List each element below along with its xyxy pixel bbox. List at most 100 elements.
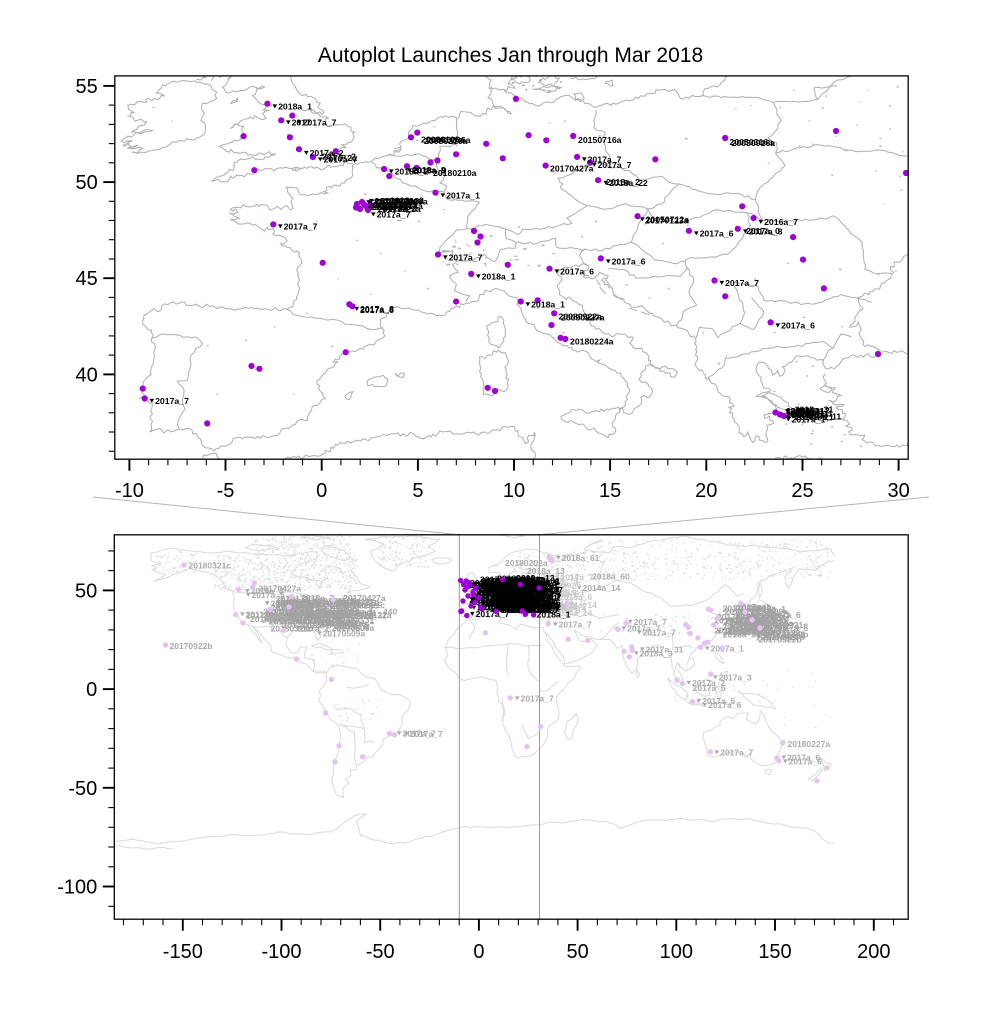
svg-text:20170427a: 20170427a — [756, 633, 799, 643]
svg-text:2017a_7: 2017a_7 — [512, 604, 546, 614]
svg-text:20170509a: 20170509a — [741, 611, 784, 621]
svg-text:2017a_31: 2017a_31 — [495, 587, 534, 597]
svg-text:2018a_1: 2018a_1 — [513, 585, 547, 595]
svg-text:20170509a: 20170509a — [494, 577, 538, 587]
svg-text:20170509a: 20170509a — [318, 618, 361, 628]
svg-text:2017a_5: 2017a_5 — [252, 590, 285, 600]
svg-text:2017a_6: 2017a_6 — [506, 591, 540, 601]
svg-text:2017a_6: 2017a_6 — [494, 591, 528, 601]
svg-text:20180321c: 20180321c — [307, 611, 350, 621]
svg-text:20180321c: 20180321c — [342, 600, 385, 610]
svg-text:2017a_7: 2017a_7 — [449, 253, 483, 263]
svg-text:15: 15 — [599, 480, 621, 502]
svg-text:2017a_6: 2017a_6 — [612, 257, 646, 267]
svg-text:20171122a: 20171122a — [477, 585, 520, 595]
svg-text:20171122a: 20171122a — [280, 615, 322, 625]
svg-text:2017a_31: 2017a_31 — [336, 598, 374, 608]
svg-text:2018a_3: 2018a_3 — [523, 577, 557, 587]
svg-text:2017a_7: 2017a_7 — [504, 594, 538, 604]
svg-text:100: 100 — [660, 941, 693, 963]
svg-text:2017a_6: 2017a_6 — [504, 588, 538, 598]
svg-text:2017a_7: 2017a_7 — [510, 579, 544, 589]
svg-text:20180321c: 20180321c — [488, 576, 532, 586]
svg-text:2017a_6: 2017a_6 — [520, 597, 554, 607]
svg-text:2017a_31: 2017a_31 — [749, 623, 787, 633]
svg-text:2018a_12: 2018a_12 — [370, 202, 409, 212]
svg-text:2017a_6: 2017a_6 — [787, 753, 820, 763]
svg-text:20171122a: 20171122a — [480, 589, 523, 599]
svg-text:25: 25 — [791, 480, 813, 502]
svg-text:20170922b: 20170922b — [315, 604, 358, 614]
svg-text:2017a_1: 2017a_1 — [295, 608, 328, 618]
svg-text:20170509a: 20170509a — [269, 616, 312, 626]
svg-text:20170509a: 20170509a — [745, 616, 788, 626]
svg-text:20171122a: 20171122a — [298, 615, 340, 625]
svg-text:2018a_1: 2018a_1 — [501, 595, 535, 605]
svg-text:2017a_1: 2017a_1 — [791, 409, 825, 419]
svg-text:20170922b: 20170922b — [490, 586, 534, 596]
svg-text:-5: -5 — [217, 480, 235, 502]
svg-text:20170509a: 20170509a — [481, 599, 525, 609]
svg-text:2017a_6: 2017a_6 — [478, 598, 512, 608]
svg-text:2015a_6: 2015a_6 — [544, 585, 577, 595]
svg-text:2017a_6: 2017a_6 — [472, 591, 506, 601]
svg-text:2017a_31: 2017a_31 — [305, 610, 343, 620]
svg-text:2017a_1: 2017a_1 — [486, 580, 520, 590]
svg-text:2018a_3: 2018a_3 — [520, 600, 554, 610]
svg-text:2017a_7: 2017a_7 — [520, 589, 554, 599]
svg-text:2017a_11: 2017a_11 — [787, 410, 825, 420]
svg-text:2017a_7: 2017a_7 — [522, 587, 556, 597]
svg-text:2017a_7: 2017a_7 — [383, 201, 417, 211]
svg-text:2017a_4: 2017a_4 — [246, 611, 279, 621]
svg-text:0: 0 — [86, 679, 97, 701]
svg-text:20170427a: 20170427a — [714, 616, 757, 626]
svg-text:2018a_1: 2018a_1 — [526, 577, 560, 587]
svg-text:30: 30 — [887, 480, 909, 502]
svg-text:2018a_3: 2018a_3 — [524, 585, 558, 595]
svg-text:2018a_3: 2018a_3 — [517, 598, 551, 608]
svg-text:55: 55 — [76, 76, 98, 98]
svg-text:2011a_7: 2011a_7 — [246, 610, 279, 620]
svg-text:2018a_3: 2018a_3 — [640, 649, 673, 659]
svg-text:20050712a: 20050712a — [646, 215, 690, 225]
svg-text:2014a_14: 2014a_14 — [583, 583, 621, 593]
svg-text:2017a_1: 2017a_1 — [737, 602, 770, 612]
svg-text:20171122a: 20171122a — [290, 608, 332, 618]
svg-text:2017a_6: 2017a_6 — [469, 595, 503, 605]
svg-text:2017a_1: 2017a_1 — [743, 616, 776, 626]
svg-text:20171122a: 20171122a — [763, 628, 805, 638]
svg-text:20180131a: 20180131a — [368, 200, 412, 210]
svg-text:20080206a: 20080206a — [427, 135, 471, 145]
svg-text:2017a_7: 2017a_7 — [527, 591, 561, 601]
svg-text:2018a_2: 2018a_2 — [390, 196, 424, 206]
svg-text:2017a_31: 2017a_31 — [646, 645, 684, 655]
svg-text:20170427a: 20170427a — [734, 615, 777, 625]
svg-text:2017a_7: 2017a_7 — [518, 604, 552, 614]
svg-text:2017a_7: 2017a_7 — [324, 155, 358, 165]
svg-text:2018a_2: 2018a_2 — [395, 167, 429, 177]
svg-text:2018a_3: 2018a_3 — [521, 600, 555, 610]
svg-text:2017a_31: 2017a_31 — [288, 602, 326, 612]
svg-text:2017a_1: 2017a_1 — [325, 618, 358, 628]
svg-text:2018a_3: 2018a_3 — [500, 578, 534, 588]
svg-text:2017a_7: 2017a_7 — [528, 592, 562, 602]
svg-text:2015a_6: 2015a_6 — [546, 589, 579, 599]
svg-text:2017a_7: 2017a_7 — [489, 594, 523, 604]
svg-text:2017a_7: 2017a_7 — [303, 118, 337, 128]
svg-text:2018a_11: 2018a_11 — [795, 409, 833, 419]
svg-text:2017a_7: 2017a_7 — [559, 620, 592, 630]
svg-text:20180321c: 20180321c — [498, 593, 542, 603]
svg-text:2017a_1: 2017a_1 — [316, 609, 349, 619]
svg-text:2017a_31: 2017a_31 — [323, 599, 361, 609]
svg-text:2017a_31: 2017a_31 — [744, 618, 782, 628]
svg-text:20170427a: 20170427a — [265, 613, 308, 623]
svg-text:2018a_1: 2018a_1 — [514, 598, 548, 608]
svg-text:2017a_31: 2017a_31 — [271, 608, 309, 618]
svg-text:2018a_1: 2018a_1 — [516, 595, 550, 605]
svg-text:2014a_14: 2014a_14 — [554, 608, 592, 618]
svg-text:2018a_3: 2018a_3 — [757, 627, 790, 637]
svg-text:2018a_3: 2018a_3 — [506, 600, 540, 610]
svg-text:2017a_7: 2017a_7 — [377, 210, 411, 220]
svg-text:2018a_1: 2018a_1 — [527, 602, 561, 612]
svg-text:20180321c: 20180321c — [483, 588, 527, 598]
